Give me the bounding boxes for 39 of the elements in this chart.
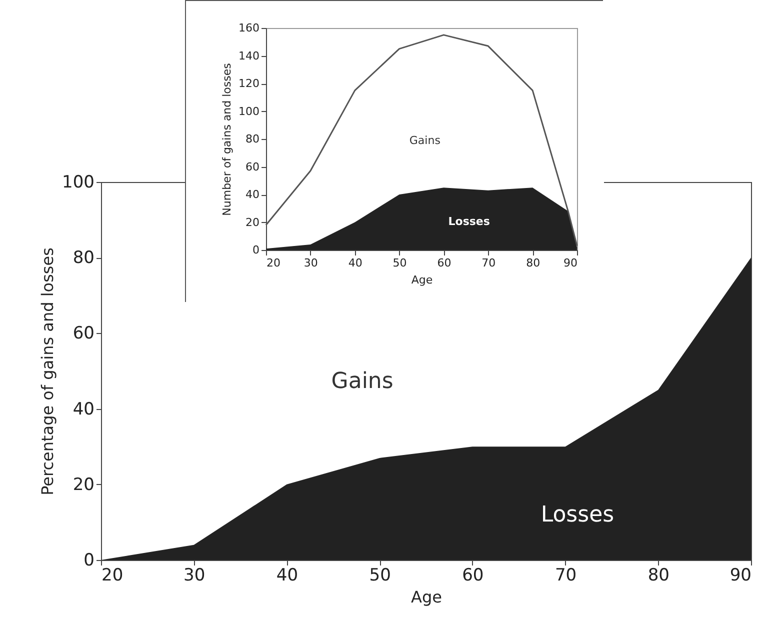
y-tick-label: 100 — [62, 172, 94, 192]
x-tick-label: 70 — [482, 256, 496, 270]
y-tick-label: 0 — [84, 550, 94, 570]
x-tick-label: 50 — [369, 566, 391, 586]
annotation: Gains — [409, 134, 441, 147]
y-tick-label: 20 — [246, 216, 260, 229]
x-tick-label: 40 — [276, 566, 298, 586]
y-tick-label: 60 — [246, 160, 260, 174]
x-tick-label: 70 — [554, 566, 577, 586]
x-tick-label: 90 — [730, 566, 752, 586]
annotation: Losses — [540, 502, 614, 528]
x-tick-label: 80 — [648, 566, 670, 586]
x-tick-label: 90 — [564, 256, 578, 270]
y-tick-label: 100 — [238, 104, 260, 118]
x-tick-label: 80 — [526, 256, 540, 270]
x-tick-label: 30 — [184, 566, 206, 586]
y-tick-label: 40 — [72, 399, 94, 420]
y-tick-label: 140 — [238, 49, 260, 62]
y-tick-label: 160 — [238, 22, 260, 34]
line-series — [265, 34, 578, 247]
x-tick-label: 20 — [102, 566, 124, 586]
annotation: Losses — [448, 215, 490, 228]
y-tick-label: 40 — [246, 188, 260, 201]
x-axis-title: Age — [411, 274, 433, 286]
x-tick-label: 30 — [304, 256, 318, 270]
y-axis-title: Percentage of gains and losses — [38, 248, 58, 496]
annotation: Gains — [331, 369, 394, 394]
y-tick-label: 60 — [72, 324, 94, 344]
x-tick-label: 60 — [437, 256, 452, 270]
y-tick-label: 120 — [238, 77, 260, 90]
y-tick-label: 20 — [72, 474, 94, 495]
x-tick-label: 50 — [392, 256, 407, 270]
y-axis-title: Number of gains and losses — [220, 62, 234, 216]
x-tick-label: 60 — [462, 566, 484, 586]
y-tick-label: 80 — [246, 132, 260, 146]
x-tick-label: 40 — [348, 256, 362, 270]
x-axis-title: Age — [411, 588, 442, 606]
y-tick-label: 0 — [252, 244, 260, 256]
x-tick-label: 20 — [266, 256, 280, 270]
